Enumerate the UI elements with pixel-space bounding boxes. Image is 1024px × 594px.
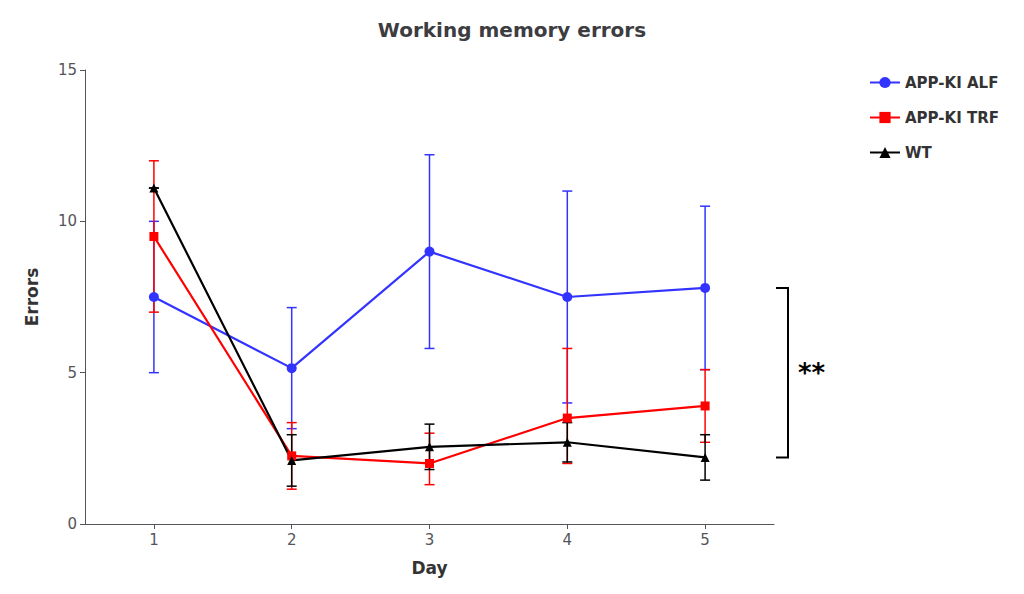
svg-text:**: **	[798, 358, 826, 388]
svg-text:2: 2	[287, 531, 297, 549]
svg-text:4: 4	[563, 531, 573, 549]
svg-text:5: 5	[67, 364, 77, 382]
svg-text:15: 15	[58, 61, 77, 79]
svg-text:Day: Day	[411, 558, 447, 578]
svg-text:APP-KI ALF: APP-KI ALF	[905, 74, 998, 92]
svg-text:WT: WT	[905, 144, 933, 162]
svg-text:10: 10	[58, 212, 77, 230]
svg-text:Errors: Errors	[22, 268, 42, 327]
svg-text:APP-KI TRF: APP-KI TRF	[905, 109, 999, 127]
svg-text:0: 0	[67, 515, 77, 533]
svg-text:Working memory errors: Working memory errors	[378, 18, 646, 42]
svg-text:5: 5	[700, 531, 710, 549]
svg-text:1: 1	[149, 531, 159, 549]
svg-text:3: 3	[425, 531, 435, 549]
